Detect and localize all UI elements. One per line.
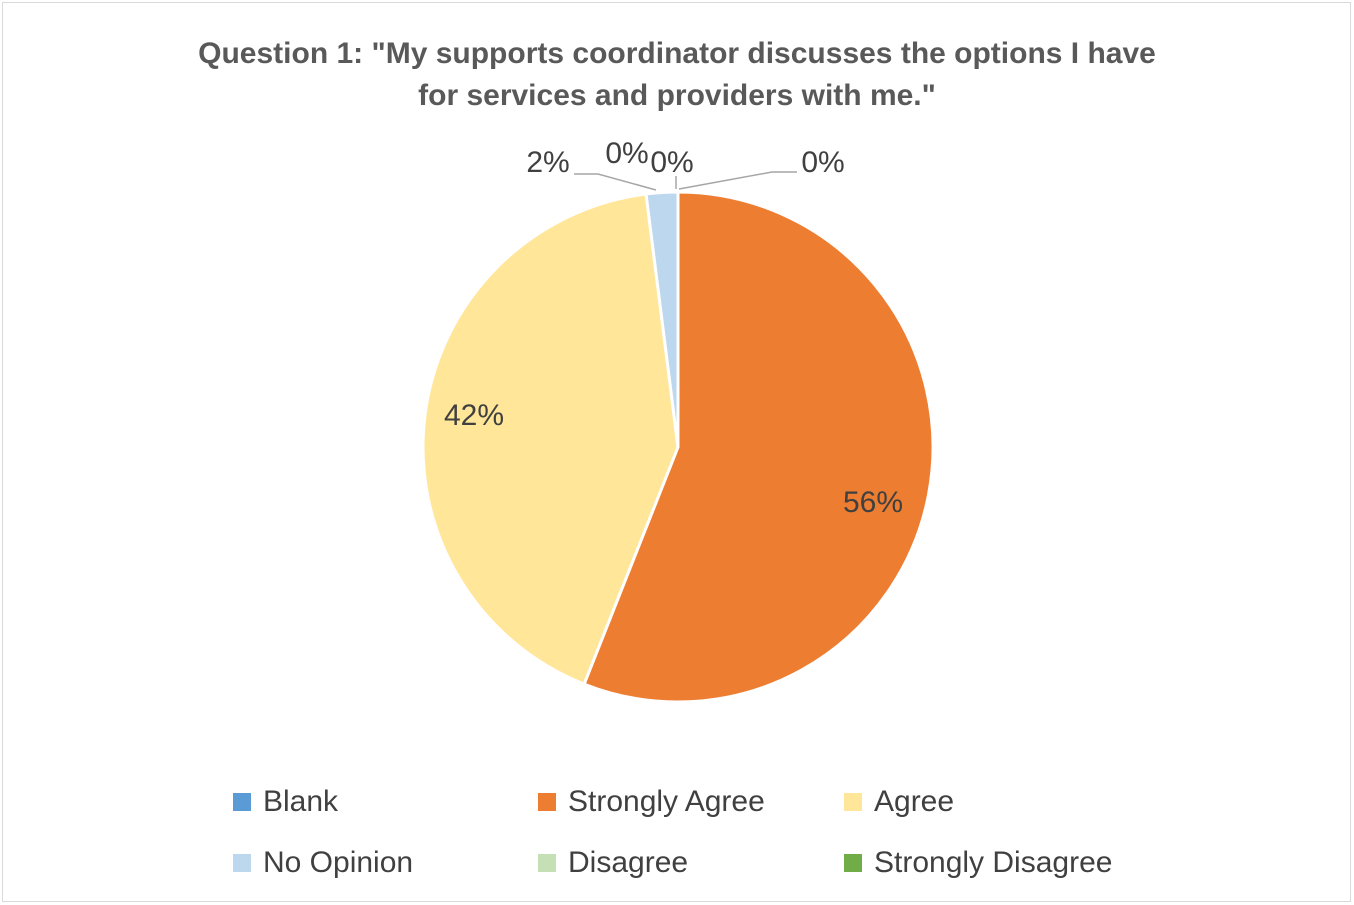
legend-label-no-opinion: No Opinion xyxy=(263,846,414,879)
legend-item-agree: Agree xyxy=(844,784,954,820)
leader-line-strongly-disagree xyxy=(678,171,797,190)
legend-item-disagree: Disagree xyxy=(538,845,688,881)
data-label-no-opinion: 2% xyxy=(526,146,569,179)
legend-label-blank: Blank xyxy=(263,785,339,818)
legend-label-disagree: Disagree xyxy=(568,846,689,879)
legend-swatch-agree xyxy=(844,793,862,811)
legend-swatch-disagree xyxy=(538,854,556,872)
legend-item-blank: Blank xyxy=(233,784,338,820)
data-label-strongly-agree: 56% xyxy=(843,486,903,519)
data-label-blank: 0% xyxy=(605,137,648,170)
pie-slice-strongly-agree xyxy=(582,190,935,704)
legend-swatch-no-opinion xyxy=(233,854,251,872)
legend-swatch-strongly-agree xyxy=(538,793,556,811)
legend-label-agree: Agree xyxy=(874,785,955,818)
data-label-agree: 42% xyxy=(444,399,504,432)
pie-slice-agree xyxy=(421,192,680,687)
legend-item-strongly-agree: Strongly Agree xyxy=(538,784,765,820)
leader-line-no-opinion xyxy=(574,173,657,191)
legend-label-strongly-agree: Strongly Agree xyxy=(568,785,765,818)
pie-slice-no-opinion xyxy=(644,190,680,448)
data-label-strongly-disagree: 0% xyxy=(801,146,844,179)
legend-label-strongly-disagree: Strongly Disagree xyxy=(874,846,1113,879)
legend-item-strongly-disagree: Strongly Disagree xyxy=(844,845,1112,881)
chart-title-line-2: for services and providers with me." xyxy=(418,79,936,112)
legend-item-no-opinion: No Opinion xyxy=(233,845,413,881)
legend-swatch-blank xyxy=(233,793,251,811)
chart-title-line-1: Question 1: "My supports coordinator dis… xyxy=(198,37,1156,70)
legend-swatch-strongly-disagree xyxy=(844,854,862,872)
data-label-disagree: 0% xyxy=(650,146,693,179)
